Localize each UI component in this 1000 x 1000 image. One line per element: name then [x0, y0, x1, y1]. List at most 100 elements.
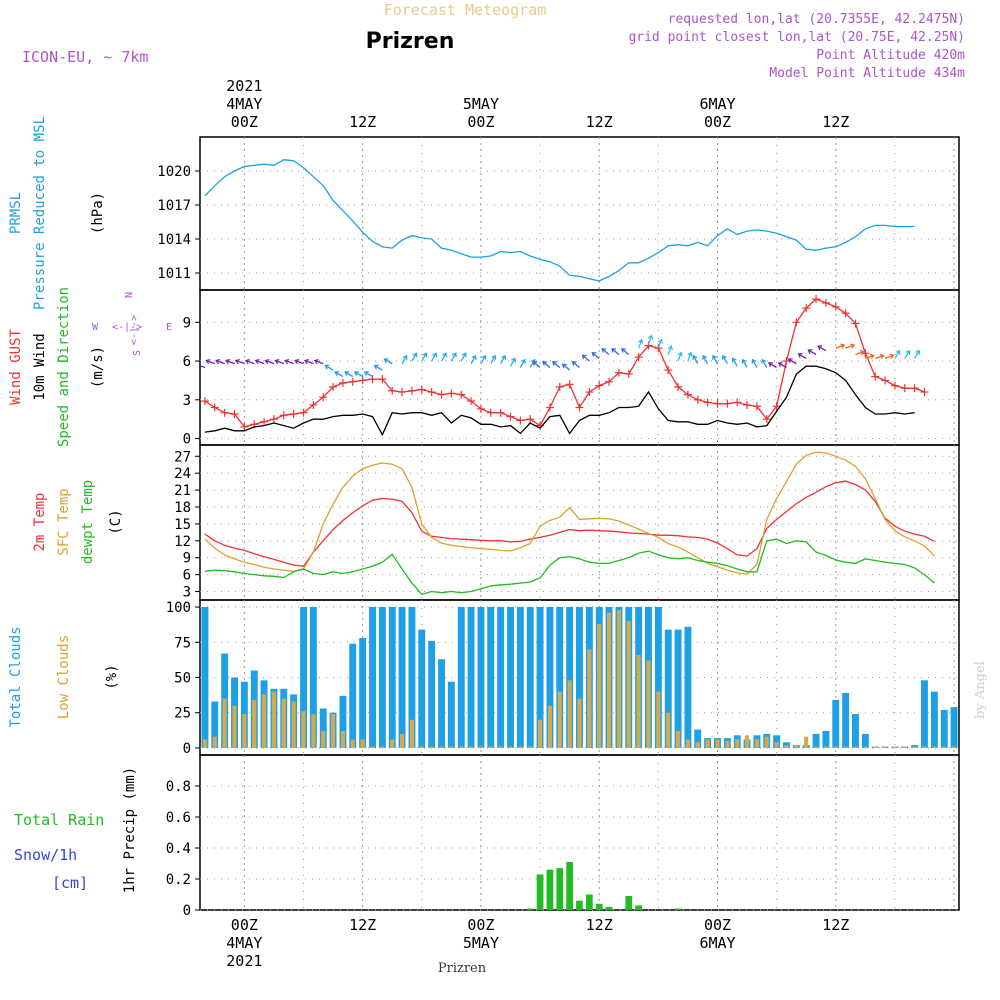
bar-low: [340, 731, 345, 748]
bar-total: [773, 735, 781, 748]
panel-clouds: 0 25 50 75 100: [166, 599, 960, 757]
gust-point: [910, 384, 919, 393]
gust-point: [457, 390, 466, 399]
bottom-time-label: 00Z: [231, 916, 258, 934]
time-axes: PRMSL Pressure Reduced to MSL (hPa) Wind GU…: [8, 77, 849, 970]
top-time-label: 00Z: [704, 113, 731, 131]
wind-arrow-head: [412, 352, 418, 358]
bar-low: [449, 746, 454, 748]
bar-total: [418, 629, 426, 748]
wind-arrow: [431, 352, 437, 362]
panel-label-pressure: Pressure Reduced to MSL: [32, 116, 48, 310]
wind-arrow: [532, 361, 541, 368]
wind-arrow-head: [225, 358, 231, 365]
bar-low: [400, 733, 405, 748]
bar-low: [636, 655, 641, 748]
y-tick-label: 21: [174, 483, 191, 499]
top-time-label: 4MAY: [226, 95, 262, 113]
gust-point: [733, 398, 742, 407]
bar-total: [467, 607, 475, 748]
panel-wind: 0 3 6 9: [183, 289, 960, 448]
wind-arrow-head: [571, 361, 577, 366]
wind-arrow: [215, 359, 225, 365]
wind-arrow: [712, 355, 719, 364]
gust-point: [260, 417, 269, 426]
y-tick-label: 24: [174, 466, 191, 482]
wind-arrow: [294, 359, 304, 365]
panel-label-clouds: Total Clouds: [8, 626, 24, 727]
bottom-time-label: 2021: [226, 952, 262, 970]
gust-point: [555, 382, 564, 391]
wind-arrow: [835, 344, 845, 349]
bar-low: [518, 746, 523, 748]
panel-label-wind: (m/s): [90, 346, 106, 388]
bar-total: [516, 607, 524, 748]
gust-point: [674, 382, 683, 391]
y-tick-label: 6: [183, 354, 191, 370]
bar-low: [725, 740, 730, 748]
gust-point: [467, 397, 476, 406]
gust-point: [654, 344, 663, 353]
bar-low: [321, 731, 326, 748]
gust-point: [585, 388, 594, 397]
bar-total: [378, 607, 386, 748]
bottom-time-label: 00Z: [704, 916, 731, 934]
point-altitude: Point Altitude 420m: [816, 48, 965, 63]
wind-arrow: [807, 349, 817, 356]
bar-rain: [586, 894, 593, 910]
bar-low: [863, 746, 868, 748]
bar-low: [853, 746, 858, 748]
wind-arrow-head: [442, 352, 447, 358]
bar-low: [252, 700, 257, 748]
bar-low: [232, 705, 237, 748]
bar-rain: [635, 905, 642, 910]
gust-point: [881, 376, 890, 385]
wind-arrow-head: [215, 358, 221, 365]
bar-total: [842, 693, 850, 748]
requested-coords: requested lon,lat (20.7355E, 42.2475N): [668, 12, 965, 27]
y-tick-label: 0.4: [166, 841, 191, 857]
gust-point: [496, 408, 505, 417]
wind-arrow: [421, 352, 427, 362]
wind-arrow: [798, 353, 807, 360]
compass-north: N: [124, 292, 135, 298]
footer-location: Prizren: [438, 961, 487, 976]
bar-low: [794, 745, 799, 748]
gust-point: [545, 403, 554, 412]
bar-total: [526, 607, 534, 748]
wind-arrow-head: [797, 353, 803, 358]
wind-arrow-head: [869, 353, 875, 359]
y-tick-label: 3: [183, 393, 191, 409]
bar-total: [300, 607, 307, 748]
bar-total: [566, 607, 574, 748]
bar-rain: [526, 908, 534, 910]
wind-arrow: [552, 361, 561, 368]
wind-arrow: [732, 358, 738, 367]
wind-arrow-head: [807, 349, 813, 354]
bar-total: [536, 607, 544, 748]
header: Forecast Meteogram Prizren ICON-EU, ~ 7k…: [22, 1, 988, 976]
bar-low: [291, 701, 296, 748]
wind-arrow-head: [601, 348, 607, 353]
gust-point: [289, 410, 298, 418]
wind-arrow-head: [702, 354, 708, 360]
bar-total: [408, 607, 416, 748]
wind-arrow: [687, 352, 692, 362]
gust-point: [516, 416, 525, 425]
gust-point: [486, 408, 495, 417]
gust-point: [703, 398, 712, 407]
wind-arrow: [768, 362, 777, 369]
y-tick-label: 0.8: [166, 779, 191, 795]
y-tick-label: 9: [183, 551, 191, 567]
wind-arrow-head: [850, 343, 856, 349]
wind-arrow-head: [344, 371, 350, 376]
wind-arrow: [529, 359, 536, 368]
gust-point: [240, 422, 249, 431]
bar-low: [301, 711, 306, 748]
bar-low: [498, 746, 503, 748]
compass-east: E: [166, 322, 172, 333]
panel-frame: [199, 136, 960, 291]
wind-arrow: [845, 344, 855, 349]
wind-arrow-head: [334, 371, 340, 376]
wind-arrow-head: [638, 338, 644, 344]
